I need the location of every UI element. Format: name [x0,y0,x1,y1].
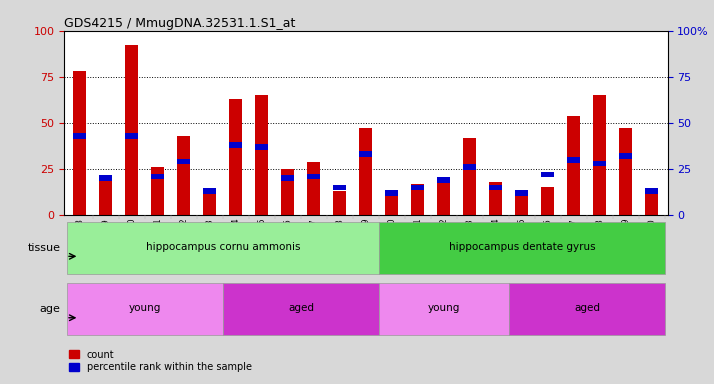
Bar [541,187,555,215]
Bar [74,71,86,215]
Bar [490,182,503,215]
Bar [333,185,346,190]
Bar [151,167,164,215]
Text: GDS4215 / MmugDNA.32531.1.S1_at: GDS4215 / MmugDNA.32531.1.S1_at [64,17,296,30]
Bar [126,45,139,215]
Bar [463,164,476,170]
Bar [99,175,112,181]
Bar [308,162,321,215]
Bar [568,116,580,215]
Bar [229,142,242,148]
Bar [308,174,321,179]
Bar [99,178,112,215]
Bar [74,133,86,139]
Legend: count, percentile rank within the sample: count, percentile rank within the sample [69,349,251,372]
Bar [379,222,665,273]
Bar [223,283,379,335]
Bar [463,137,476,215]
Bar [379,283,509,335]
Text: hippocampus dentate gyrus: hippocampus dentate gyrus [448,242,595,252]
Text: aged: aged [574,303,600,313]
Bar [516,191,528,215]
Bar [438,180,451,215]
Bar [229,99,242,215]
Bar [620,153,633,159]
Bar [620,128,633,215]
Bar [386,190,398,196]
Bar [490,185,503,190]
Bar [333,191,346,215]
Bar [203,191,216,215]
Bar [151,174,164,179]
Bar [256,144,268,150]
Bar [509,283,665,335]
Bar [281,169,294,215]
Bar [516,190,528,196]
Bar [177,159,191,164]
Bar [386,191,398,215]
Bar [359,151,373,157]
Bar [126,133,139,139]
Text: tissue: tissue [28,243,61,253]
Text: age: age [40,304,61,314]
Bar [256,95,268,215]
Bar [411,185,424,190]
Bar [645,191,658,215]
Bar [177,136,191,215]
Text: aged: aged [288,303,314,313]
Bar [67,222,379,273]
Bar [568,157,580,162]
Bar [541,172,555,177]
Bar [593,161,606,166]
Text: young: young [129,303,161,313]
Text: hippocampus cornu ammonis: hippocampus cornu ammonis [146,242,300,252]
Bar [645,188,658,194]
Bar [593,95,606,215]
Bar [281,175,294,181]
Bar [438,177,451,183]
Bar [203,188,216,194]
Bar [411,184,424,215]
Bar [359,128,373,215]
Bar [67,283,223,335]
Text: young: young [428,303,460,313]
